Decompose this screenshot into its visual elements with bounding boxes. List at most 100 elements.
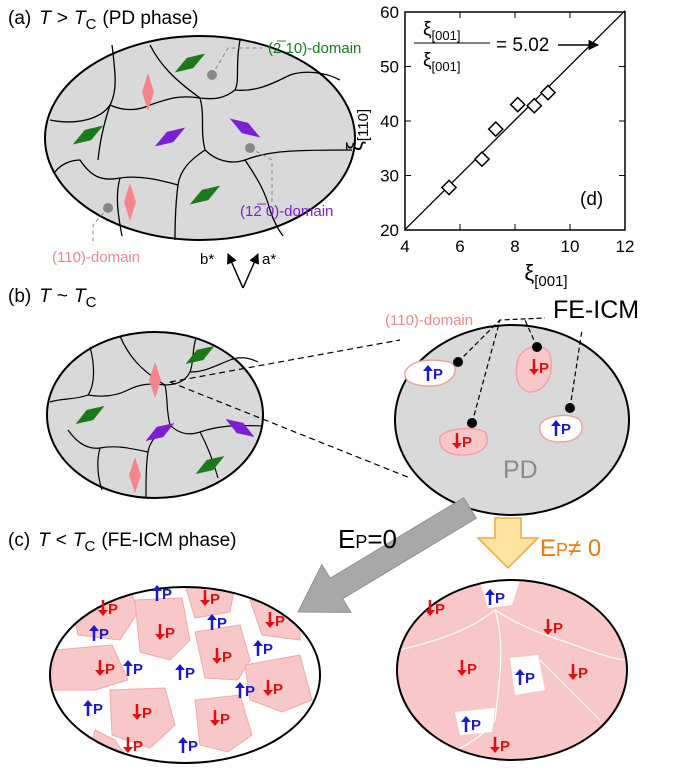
text-part: C [84,538,95,555]
polarization-label: P [188,738,198,755]
polarization-label: P [142,705,152,722]
page: { "panel_a": { "label": "(a)", "conditio… [0,0,679,775]
text-part: T [39,8,52,29]
polarization-label: P [108,601,118,618]
data-point [442,180,456,194]
x-tick-label: 12 [616,237,635,256]
text-part: P [556,540,568,560]
text-part: C [86,294,97,311]
polarization-label: P [210,591,220,608]
ratio-numerator: ξ[001] [423,19,460,43]
field-zero-label: EP=0 [338,524,397,554]
domain-dot [207,70,217,80]
polarization-label: P [561,421,571,438]
polarization-label: P [165,625,175,642]
axis-arrow [243,254,258,288]
axis-label: b* [200,251,214,268]
polarization-label: P [553,620,563,637]
text-part: [001] [432,28,461,43]
x-tick-label: 6 [455,237,464,256]
data-point [475,152,489,166]
polarization-label: P [471,717,481,734]
domain-label: (2̅ 10)-domain [268,40,361,57]
polarization-label: P [433,366,443,383]
text-part: (PD phase) [102,8,198,29]
y-tick-label: 60 [380,3,399,22]
polarization-label: P [539,360,549,377]
text-part: ≠ 0 [568,535,601,562]
ratio-value: = 5.02 [496,35,549,56]
polarization-label: P [133,661,143,678]
x-axis-label: ξ[001] [524,260,567,290]
polarization-label: P [99,626,109,643]
y-tick-label: 20 [380,221,399,240]
polarization-label: P [578,665,588,682]
data-point [527,99,541,113]
domain-label: (110)-domain [385,312,473,329]
data-point [541,86,555,100]
y-tick-label: 30 [380,167,399,186]
panel-b-title: (b)T~TC [8,286,97,311]
zoomed-domain [395,325,629,515]
panel-b-grain [47,332,263,498]
panel-label: (d) [580,189,603,210]
text-part: T [39,286,52,307]
polarization-label: P [500,738,510,755]
text-part: [001] [432,59,461,74]
polarization-label: P [185,665,195,682]
field-nonzero-arrow [478,518,538,568]
x-tick-label: 8 [510,237,519,256]
domain-label: (110)-domain [52,249,140,266]
polarization-label: P [222,649,232,666]
text-part: ξ [524,260,534,285]
panel-a-title: (a)T>TC(PD phase) [8,8,199,33]
polarization-label: P [263,641,273,658]
polarization-label: P [105,661,115,678]
text-part: (a) [8,8,31,29]
data-point [511,98,525,112]
polarization-label: P [245,683,255,700]
text-part: E [540,535,556,562]
text-part: P [355,532,367,552]
text-part: > [57,8,68,29]
polarization-label: P [162,586,172,603]
y-tick-label: 50 [380,58,399,77]
polarization-label: P [467,661,477,678]
axis-arrow [228,254,243,288]
text-part: (c) [8,530,30,551]
feicm-label: FE-ICM [553,296,639,324]
domain-dot [245,143,255,153]
text-part: =0 [367,524,397,554]
polarization-label: P [220,711,230,728]
polarization-label: P [462,434,472,451]
text-part: (FE-ICM phase) [101,530,236,551]
polarization-label: P [273,681,283,698]
axis-label: a* [262,251,276,268]
polarization-label: P [93,701,103,718]
text-part: T [38,530,51,551]
figure: (2̅ 10)-domain (12̅ 0)-domain (110)-domain [0,0,679,770]
text-part: ξ [342,141,367,151]
polarization-label: P [525,670,535,687]
polarization-label: P [217,615,227,632]
panel-c-title: (c)T<TC(FE-ICM phase) [8,530,236,555]
text-part: ~ [57,286,68,307]
field-nonzero-label: EP≠ 0 [540,535,601,562]
polarization-label: P [133,738,143,755]
text-part: (b) [8,286,31,307]
domain-dot [103,203,113,213]
text-part: E [338,524,355,554]
text-part: < [56,530,67,551]
polarization-label: P [435,601,445,618]
domain-label: (12̅ 0)-domain [240,203,333,220]
ratio-chart: 4 6 8 10 12 20 30 40 50 60 (d) = 5.02 [380,3,634,256]
feicm-grain-nonzero-field [397,580,630,760]
text-part: [110] [355,109,372,141]
text-part: C [86,16,97,33]
x-tick-label: 4 [400,237,409,256]
text-part: [001] [534,273,567,290]
y-tick-label: 40 [380,112,399,131]
x-tick-label: 10 [561,237,580,256]
pd-label: PD [503,456,538,484]
polarization-label: P [275,613,285,630]
